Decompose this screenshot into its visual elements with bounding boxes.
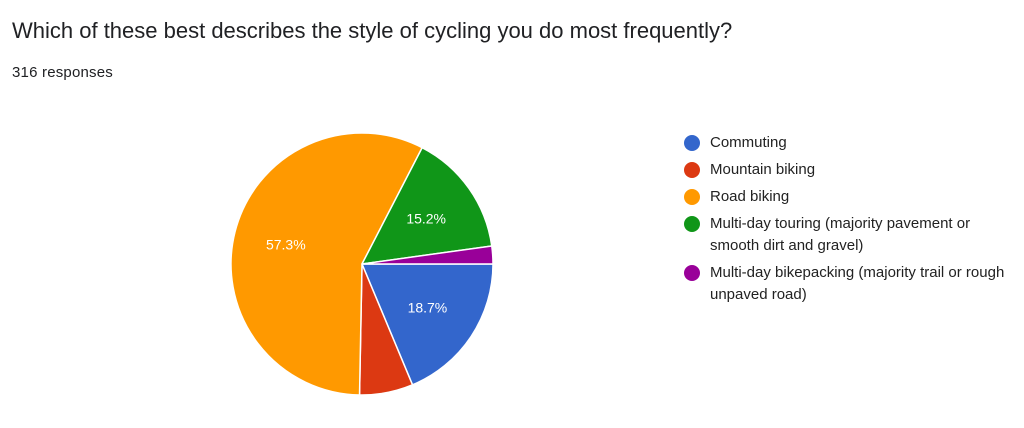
pie-slices (230, 132, 494, 396)
response-count: 316 responses (12, 64, 114, 81)
pie-slice-road-biking[interactable] (230, 132, 423, 396)
legend-item-mountain-biking[interactable]: Mountain biking (684, 159, 1020, 181)
legend-item-road-biking[interactable]: Road biking (684, 186, 1020, 208)
legend-swatch-road-biking (684, 189, 700, 205)
chart-legend: Commuting Mountain biking Road biking Mu… (684, 132, 1020, 311)
legend-swatch-multi-day-touring (684, 216, 700, 232)
pie-slice-multi-day-touring[interactable] (361, 146, 493, 265)
legend-swatch-multi-day-bikepacking (684, 265, 700, 281)
legend-label-commuting: Commuting (710, 134, 787, 151)
slice-label-road-biking: 57.3% (266, 237, 306, 253)
legend-item-multi-day-bikepacking[interactable]: Multi-day bikepacking (majority trail or… (684, 262, 1020, 306)
pie-slice-commuting[interactable] (361, 263, 494, 386)
legend-label-mountain-biking: Mountain biking (710, 161, 816, 178)
legend-swatch-commuting (684, 135, 700, 151)
pie-chart: 18.7% 57.3% 15.2% (230, 132, 494, 396)
question-title: Which of these best describes the style … (12, 18, 733, 43)
legend-label-road-biking: Road biking (710, 188, 790, 205)
legend-label-multi-day-bikepacking: Multi-day bikepacking (majority trail or… (710, 264, 1005, 303)
legend-item-commuting[interactable]: Commuting (684, 132, 1020, 154)
legend-swatch-mountain-biking (684, 162, 700, 178)
legend-item-multi-day-touring[interactable]: Multi-day touring (majority pavement or … (684, 213, 1020, 257)
pie-slice-multi-day-bikepacking[interactable] (361, 245, 494, 265)
slice-label-commuting: 18.7% (408, 300, 448, 316)
pie-labels: 18.7% 57.3% 15.2% (266, 211, 447, 316)
slice-label-multi-day-touring: 15.2% (406, 211, 446, 227)
legend-label-multi-day-touring: Multi-day touring (majority pavement or … (710, 215, 971, 254)
